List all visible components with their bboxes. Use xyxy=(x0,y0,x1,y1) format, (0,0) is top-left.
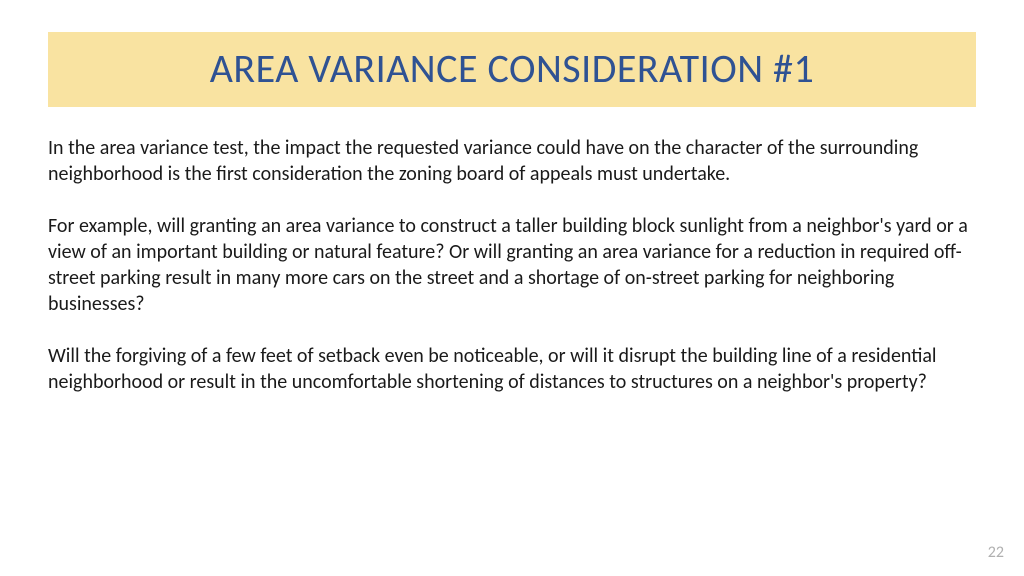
paragraph-2: For example, will granting an area varia… xyxy=(48,213,976,317)
paragraph-3: Will the forgiving of a few feet of setb… xyxy=(48,343,976,395)
title-bar: AREA VARIANCE CONSIDERATION #1 xyxy=(48,32,976,107)
paragraph-1: In the area variance test, the impact th… xyxy=(48,135,976,187)
slide-container: AREA VARIANCE CONSIDERATION #1 In the ar… xyxy=(0,0,1024,576)
page-number: 22 xyxy=(988,543,1004,562)
slide-title: AREA VARIANCE CONSIDERATION #1 xyxy=(48,44,976,93)
body-text-region: In the area variance test, the impact th… xyxy=(48,135,976,395)
